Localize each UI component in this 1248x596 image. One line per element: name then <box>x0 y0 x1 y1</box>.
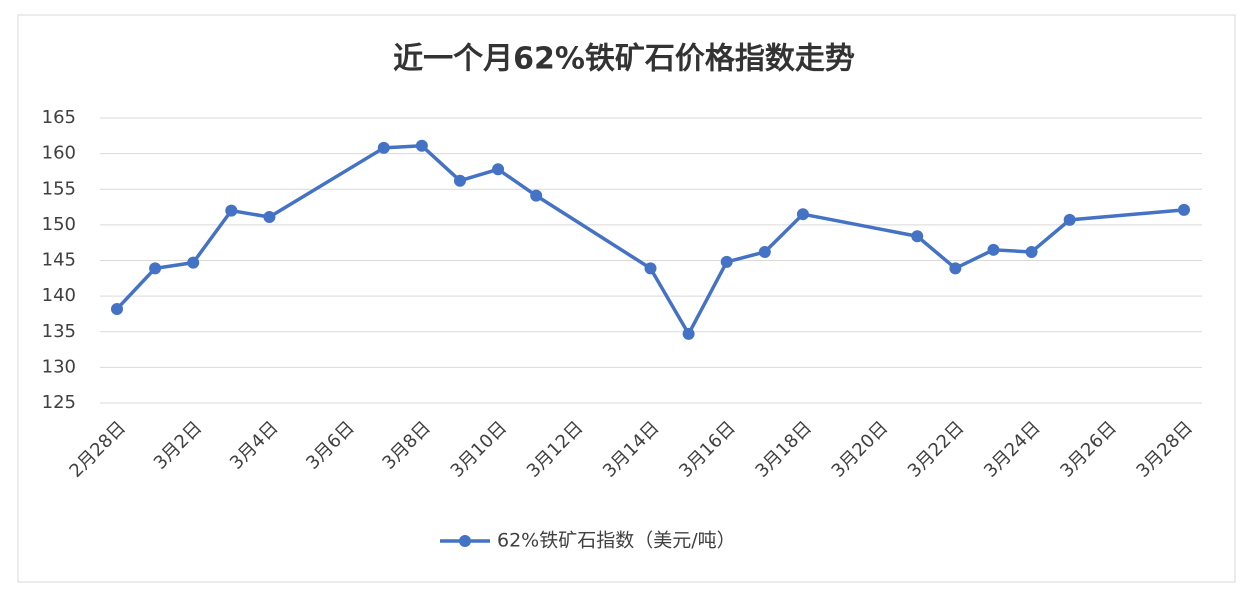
line-segment <box>686 260 729 336</box>
chart-frame <box>17 14 1236 583</box>
data-point <box>187 256 200 269</box>
line-segment <box>763 212 805 254</box>
y-tick-label: 160 <box>42 143 76 164</box>
line-segment <box>382 144 424 150</box>
line-segment <box>229 208 272 219</box>
data-point <box>1025 245 1038 258</box>
data-point <box>682 327 695 340</box>
legend-label: 62%铁矿石指数（美元/吨） <box>497 530 736 552</box>
line-segment <box>648 266 691 336</box>
data-point <box>1178 203 1190 216</box>
y-tick-label: 135 <box>42 321 76 342</box>
line-segment <box>496 167 538 198</box>
data-point <box>1063 213 1076 226</box>
line-segment <box>991 248 1034 254</box>
data-point <box>530 189 543 202</box>
line-segment <box>458 167 500 183</box>
data-point <box>492 163 505 176</box>
y-tick-label: 140 <box>42 285 76 306</box>
y-tick-label: 145 <box>42 250 76 271</box>
data-point <box>415 139 428 152</box>
data-point <box>949 262 962 275</box>
line-segment <box>115 266 157 311</box>
data-point <box>377 141 390 154</box>
data-point <box>720 255 733 268</box>
line-segment <box>1067 208 1186 222</box>
data-point <box>111 302 123 315</box>
line-segment <box>1029 218 1072 254</box>
line-segment <box>724 250 767 264</box>
data-point <box>758 245 771 258</box>
data-point <box>987 243 1000 256</box>
line-segment <box>953 248 996 271</box>
line-segment <box>267 146 386 219</box>
data-point <box>149 262 162 275</box>
chart-title: 近一个月62%铁矿石价格指数走势 <box>393 42 855 77</box>
line-segment <box>153 260 195 271</box>
line-segment <box>915 234 958 271</box>
line-segment <box>534 193 653 271</box>
data-point <box>911 230 924 243</box>
line-segment <box>801 212 919 239</box>
line-segment <box>191 208 234 265</box>
y-tick-label: 130 <box>42 356 76 377</box>
data-point <box>796 208 809 221</box>
data-point <box>453 174 466 187</box>
data-point <box>225 204 238 217</box>
data-point <box>644 262 657 275</box>
y-tick-label: 165 <box>42 107 76 128</box>
y-tick-label: 125 <box>42 392 76 413</box>
data-point <box>263 211 276 224</box>
legend-marker <box>459 535 471 547</box>
y-tick-label: 155 <box>42 178 76 199</box>
y-tick-label: 150 <box>42 214 76 235</box>
line-segment <box>420 144 462 183</box>
